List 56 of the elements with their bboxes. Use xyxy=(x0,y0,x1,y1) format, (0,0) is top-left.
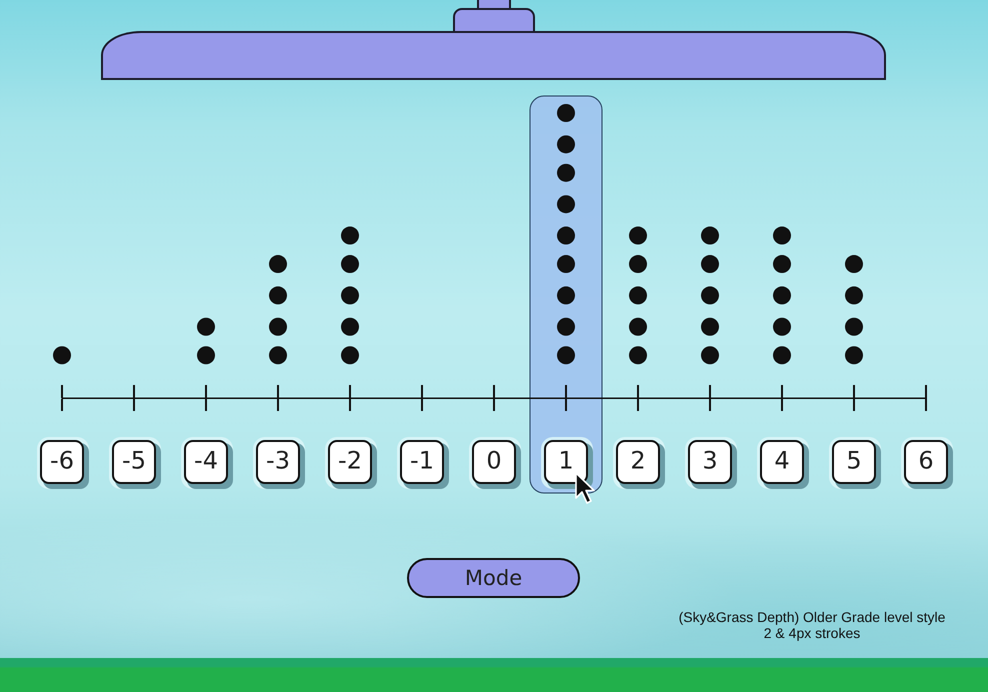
point xyxy=(629,286,647,304)
point xyxy=(845,255,863,274)
point xyxy=(557,226,575,245)
point xyxy=(701,286,719,304)
point xyxy=(773,318,791,336)
point xyxy=(845,286,863,304)
point xyxy=(557,318,575,336)
point xyxy=(341,346,359,364)
point xyxy=(557,255,575,274)
x-tick-label: -6 xyxy=(50,446,74,475)
x-tick-label: -2 xyxy=(338,446,362,475)
mode-button: Mode xyxy=(407,558,580,598)
text: 2 & 4px strokes xyxy=(762,625,862,641)
point xyxy=(557,164,575,182)
point xyxy=(341,286,359,304)
point xyxy=(701,255,719,274)
point xyxy=(341,226,359,245)
x-tick-label: 4 xyxy=(774,446,790,475)
point xyxy=(557,104,575,122)
point xyxy=(341,255,359,274)
point xyxy=(341,318,359,336)
point xyxy=(53,346,71,364)
point xyxy=(269,286,287,304)
point xyxy=(701,226,719,245)
point xyxy=(557,195,575,214)
point xyxy=(701,346,719,364)
point xyxy=(557,286,575,304)
point xyxy=(557,346,575,364)
point xyxy=(269,318,287,336)
x-tick-label: -1 xyxy=(410,446,434,475)
x-tick-label: 5 xyxy=(846,446,862,475)
point xyxy=(845,318,863,336)
x-tick-label: 1 xyxy=(558,446,574,475)
x-tick-label: 3 xyxy=(702,446,718,475)
point xyxy=(629,226,647,245)
x-tick-label: -5 xyxy=(122,446,146,475)
x-tick-label: 2 xyxy=(630,446,646,475)
x-tick-label: 0 xyxy=(486,446,502,475)
point xyxy=(629,318,647,336)
point xyxy=(557,135,575,154)
point xyxy=(773,226,791,245)
point xyxy=(773,286,791,304)
x-tick-label: -4 xyxy=(194,446,218,475)
point xyxy=(773,346,791,364)
point xyxy=(197,318,215,336)
point xyxy=(197,346,215,364)
x-tick-label: -3 xyxy=(266,446,290,475)
point xyxy=(773,255,791,274)
point xyxy=(629,346,647,364)
point xyxy=(701,318,719,336)
x-tick-label: 6 xyxy=(918,446,934,475)
point xyxy=(845,346,863,364)
text: (Sky&Grass Depth) Older Grade level style xyxy=(678,609,946,625)
point xyxy=(269,255,287,274)
point xyxy=(269,346,287,364)
point xyxy=(629,255,647,274)
